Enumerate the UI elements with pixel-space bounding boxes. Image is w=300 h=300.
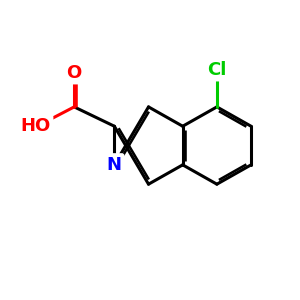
Text: HO: HO (20, 117, 51, 135)
Text: N: N (107, 156, 122, 174)
Text: O: O (67, 64, 82, 82)
Text: Cl: Cl (207, 61, 226, 79)
